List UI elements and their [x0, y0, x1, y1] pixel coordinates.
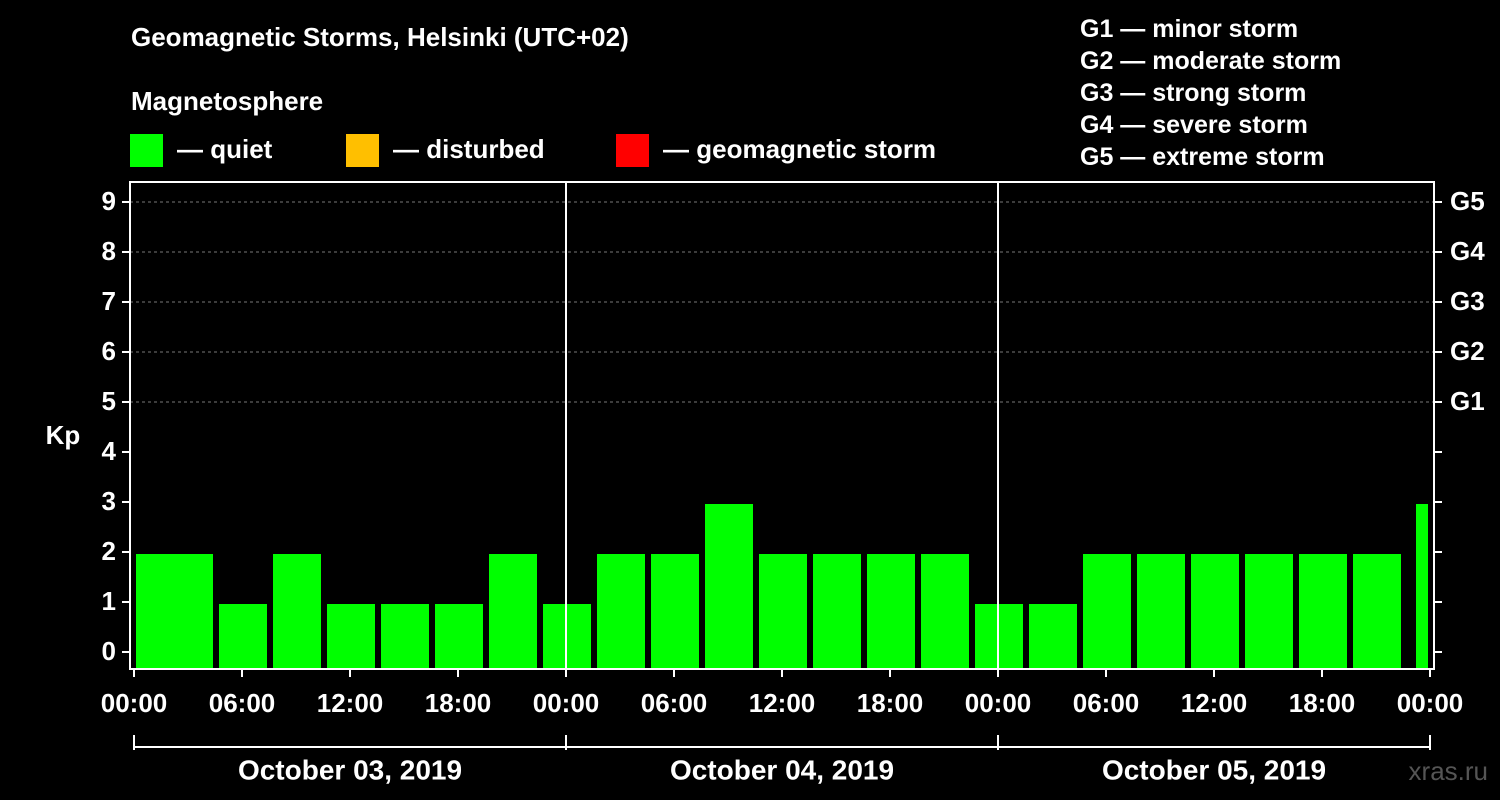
- kp-bar-22: [1299, 554, 1347, 669]
- kp-bar-20: [1191, 554, 1239, 669]
- y-tick-label-7: 7: [102, 286, 116, 316]
- x-tick-label-12: 00:00: [1397, 688, 1464, 718]
- kp-bar-21: [1245, 554, 1293, 669]
- legend-swatch-quiet: [130, 134, 163, 167]
- y-tick-label-8: 8: [102, 236, 116, 266]
- x-tick-label-8: 00:00: [965, 688, 1032, 718]
- y-tick-label-5: 5: [102, 386, 116, 416]
- kp-bar-13: [813, 554, 861, 669]
- x-tick-label-1: 06:00: [209, 688, 276, 718]
- kp-bar-23: [1353, 554, 1401, 669]
- kp-bar-10: [651, 554, 699, 669]
- y-tick-label-1: 1: [102, 586, 116, 616]
- kp-bar-18: [1083, 554, 1131, 669]
- watermark: xras.ru: [1408, 756, 1488, 786]
- kp-bar-3: [273, 554, 321, 669]
- y-tick-label-3: 3: [102, 486, 116, 516]
- legend-heading: Magnetosphere: [131, 86, 324, 116]
- storm-scale-g3: G3 — strong storm: [1080, 79, 1307, 107]
- storm-level-label-g1: G1: [1450, 386, 1485, 416]
- y-axis-label: Kp: [46, 420, 81, 450]
- x-tick-label-10: 12:00: [1181, 688, 1248, 718]
- y-tick-label-4: 4: [102, 436, 117, 466]
- legend-swatch-storm: [616, 134, 649, 167]
- storm-scale-g2: G2 — moderate storm: [1080, 47, 1342, 75]
- y-tick-label-9: 9: [102, 186, 116, 216]
- kp-bar-14: [867, 554, 915, 669]
- day-label-0: October 03, 2019: [238, 754, 462, 785]
- x-tick-label-5: 06:00: [641, 688, 708, 718]
- kp-bar-4: [327, 604, 375, 669]
- kp-bar-7: [489, 554, 537, 669]
- chart-title: Geomagnetic Storms, Helsinki (UTC+02): [131, 22, 629, 52]
- kp-bar-1: [165, 554, 213, 669]
- legend-swatch-disturbed: [346, 134, 379, 167]
- x-tick-label-4: 00:00: [533, 688, 600, 718]
- storm-level-label-g3: G3: [1450, 286, 1485, 316]
- kp-bar-5: [381, 604, 429, 669]
- kp-bar-15: [921, 554, 969, 669]
- storm-scale-g5: G5 — extreme storm: [1080, 143, 1325, 171]
- day-label-1: October 04, 2019: [670, 754, 894, 785]
- day-label-2: October 05, 2019: [1102, 754, 1326, 785]
- kp-bar-2: [219, 604, 267, 669]
- storm-level-label-g5: G5: [1450, 186, 1485, 216]
- x-tick-label-3: 18:00: [425, 688, 492, 718]
- legend-label-storm: — geomagnetic storm: [663, 134, 937, 164]
- kp-bar-24: [1416, 504, 1428, 669]
- storm-scale-g1: G1 — minor storm: [1080, 15, 1299, 43]
- kp-bar-0: [136, 554, 168, 669]
- storm-level-label-g2: G2: [1450, 336, 1485, 366]
- x-tick-label-7: 18:00: [857, 688, 924, 718]
- storm-level-label-g4: G4: [1450, 236, 1485, 266]
- kp-bar-11: [705, 504, 753, 669]
- x-tick-label-6: 12:00: [749, 688, 816, 718]
- kp-bar-12: [759, 554, 807, 669]
- kp-bar-6: [435, 604, 483, 669]
- x-tick-label-2: 12:00: [317, 688, 384, 718]
- legend-label-quiet: — quiet: [177, 134, 273, 164]
- legend-label-disturbed: — disturbed: [393, 134, 545, 164]
- x-tick-label-9: 06:00: [1073, 688, 1140, 718]
- x-tick-label-0: 00:00: [101, 688, 168, 718]
- y-tick-label-2: 2: [102, 536, 116, 566]
- y-tick-label-0: 0: [102, 636, 116, 666]
- x-tick-label-11: 18:00: [1289, 688, 1356, 718]
- kp-bar-9: [597, 554, 645, 669]
- y-tick-label-6: 6: [102, 336, 116, 366]
- storm-scale-g4: G4 — severe storm: [1080, 111, 1308, 139]
- kp-bar-17: [1029, 604, 1077, 669]
- kp-bar-19: [1137, 554, 1185, 669]
